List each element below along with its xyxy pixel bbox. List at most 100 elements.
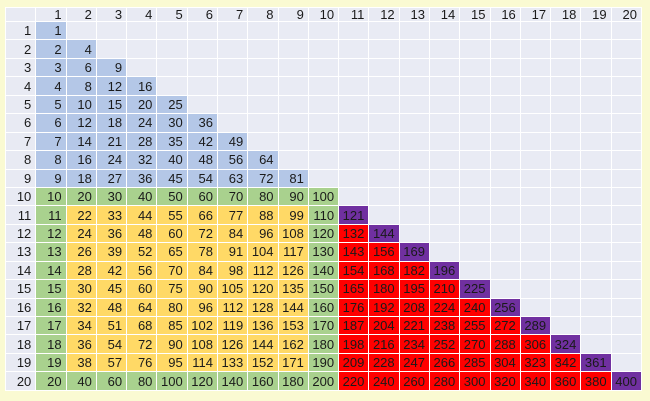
cell-r7-c5[interactable]: 35 (156, 131, 188, 152)
empty-cell[interactable] (550, 57, 582, 78)
empty-cell[interactable] (368, 168, 400, 188)
empty-cell[interactable] (368, 76, 400, 96)
cell-r17-c9[interactable]: 153 (277, 315, 309, 336)
empty-cell[interactable] (550, 260, 582, 281)
cell-r20-c2[interactable]: 40 (65, 371, 97, 391)
empty-cell[interactable] (459, 242, 491, 262)
empty-cell[interactable] (610, 334, 643, 354)
empty-cell[interactable] (428, 131, 461, 152)
cell-r20-c4[interactable]: 80 (126, 371, 158, 391)
empty-cell[interactable] (580, 297, 612, 318)
cell-r4-c3[interactable]: 12 (95, 76, 128, 96)
empty-cell[interactable] (519, 57, 552, 78)
cell-r14-c5[interactable]: 70 (156, 260, 188, 281)
cell-r19-c15[interactable]: 285 (459, 352, 491, 373)
empty-cell[interactable] (459, 57, 491, 78)
empty-cell[interactable] (216, 57, 249, 78)
cell-r11-c8[interactable]: 88 (247, 205, 279, 225)
row-header-12[interactable]: 12 (4, 223, 37, 244)
empty-cell[interactable] (459, 168, 491, 188)
cell-r15-c1[interactable]: 15 (35, 279, 67, 299)
empty-cell[interactable] (580, 260, 612, 281)
empty-cell[interactable] (247, 76, 279, 96)
empty-cell[interactable] (610, 113, 643, 133)
cell-r8-c8[interactable]: 64 (247, 150, 279, 170)
empty-cell[interactable] (186, 94, 218, 115)
cell-r8-c4[interactable]: 32 (126, 150, 158, 170)
empty-cell[interactable] (580, 94, 612, 115)
cell-r18-c14[interactable]: 252 (428, 334, 461, 354)
empty-cell[interactable] (519, 297, 552, 318)
cell-r4-c2[interactable]: 8 (65, 76, 97, 96)
empty-cell[interactable] (489, 94, 521, 115)
cell-r16-c8[interactable]: 128 (247, 297, 279, 318)
col-header-14[interactable]: 14 (428, 7, 461, 22)
empty-cell[interactable] (519, 260, 552, 281)
cell-r19-c19[interactable]: 361 (580, 352, 612, 373)
cell-r18-c4[interactable]: 72 (126, 334, 158, 354)
cell-r16-c2[interactable]: 32 (65, 297, 97, 318)
empty-cell[interactable] (338, 168, 370, 188)
cell-r11-c9[interactable]: 99 (277, 205, 309, 225)
empty-cell[interactable] (610, 39, 643, 59)
cell-r17-c2[interactable]: 34 (65, 315, 97, 336)
empty-cell[interactable] (95, 39, 128, 59)
cell-r17-c16[interactable]: 272 (489, 315, 521, 336)
empty-cell[interactable] (65, 20, 97, 41)
row-header-3[interactable]: 3 (4, 57, 37, 78)
empty-cell[interactable] (277, 131, 309, 152)
empty-cell[interactable] (610, 131, 643, 152)
cell-r17-c5[interactable]: 85 (156, 315, 188, 336)
row-header-5[interactable]: 5 (4, 94, 37, 115)
empty-cell[interactable] (428, 20, 461, 41)
empty-cell[interactable] (519, 39, 552, 59)
cell-r16-c1[interactable]: 16 (35, 297, 67, 318)
empty-cell[interactable] (580, 223, 612, 244)
cell-r16-c3[interactable]: 48 (95, 297, 128, 318)
cell-r19-c4[interactable]: 76 (126, 352, 158, 373)
cell-r7-c1[interactable]: 7 (35, 131, 67, 152)
empty-cell[interactable] (338, 94, 370, 115)
cell-r20-c16[interactable]: 320 (489, 371, 521, 391)
cell-r8-c5[interactable]: 40 (156, 150, 188, 170)
col-header-3[interactable]: 3 (95, 7, 128, 22)
cell-r12-c7[interactable]: 84 (216, 223, 249, 244)
row-header-9[interactable]: 9 (4, 168, 37, 188)
empty-cell[interactable] (610, 20, 643, 41)
cell-r12-c10[interactable]: 120 (307, 223, 340, 244)
col-header-2[interactable]: 2 (65, 7, 97, 22)
empty-cell[interactable] (519, 205, 552, 225)
cell-r14-c14[interactable]: 196 (428, 260, 461, 281)
cell-r17-c4[interactable]: 68 (126, 315, 158, 336)
empty-cell[interactable] (368, 186, 400, 207)
empty-cell[interactable] (489, 223, 521, 244)
empty-cell[interactable] (186, 57, 218, 78)
cell-r11-c7[interactable]: 77 (216, 205, 249, 225)
cell-r16-c7[interactable]: 112 (216, 297, 249, 318)
cell-r12-c6[interactable]: 72 (186, 223, 218, 244)
cell-r14-c7[interactable]: 98 (216, 260, 249, 281)
empty-cell[interactable] (398, 168, 430, 188)
cell-r7-c3[interactable]: 21 (95, 131, 128, 152)
cell-r16-c6[interactable]: 96 (186, 297, 218, 318)
empty-cell[interactable] (519, 168, 552, 188)
empty-cell[interactable] (550, 279, 582, 299)
empty-cell[interactable] (580, 20, 612, 41)
empty-cell[interactable] (428, 57, 461, 78)
empty-cell[interactable] (580, 242, 612, 262)
empty-cell[interactable] (519, 223, 552, 244)
empty-cell[interactable] (550, 131, 582, 152)
empty-cell[interactable] (610, 76, 643, 96)
cell-r6-c2[interactable]: 12 (65, 113, 97, 133)
row-header-2[interactable]: 2 (4, 39, 37, 59)
row-header-7[interactable]: 7 (4, 131, 37, 152)
cell-r16-c12[interactable]: 192 (368, 297, 400, 318)
cell-r12-c12[interactable]: 144 (368, 223, 400, 244)
cell-r17-c11[interactable]: 187 (338, 315, 370, 336)
cell-r10-c4[interactable]: 40 (126, 186, 158, 207)
empty-cell[interactable] (398, 205, 430, 225)
empty-cell[interactable] (459, 113, 491, 133)
row-header-15[interactable]: 15 (4, 279, 37, 299)
empty-cell[interactable] (550, 186, 582, 207)
empty-cell[interactable] (247, 94, 279, 115)
